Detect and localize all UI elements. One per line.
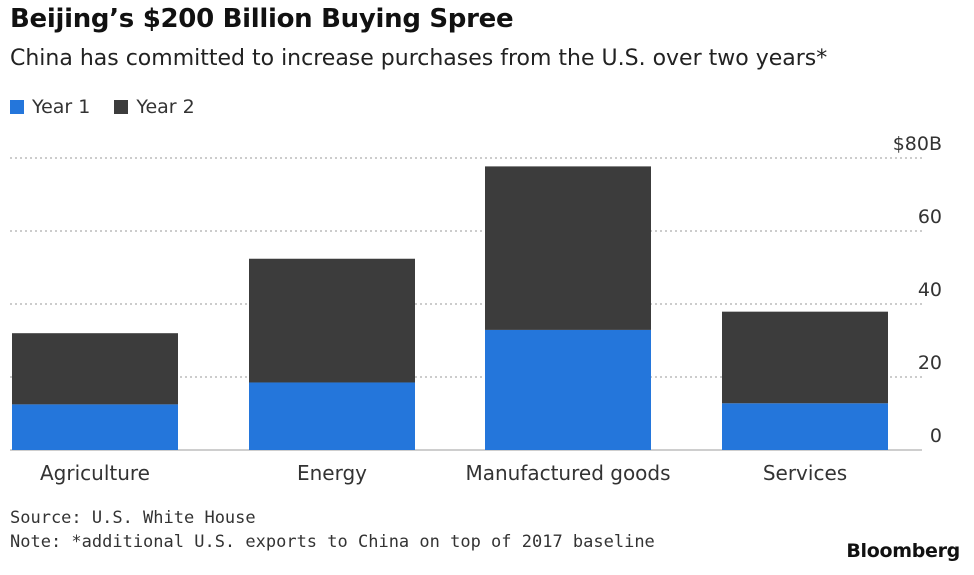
x-category-label-manufactured-goods: Manufactured goods — [465, 461, 670, 485]
y-tick-label-20: 20 — [918, 352, 942, 374]
bar-manufactured-goods-year-1 — [485, 329, 651, 450]
legend-item-year-1: Year 1 — [10, 96, 90, 118]
legend-item-year-2: Year 2 — [114, 96, 195, 118]
bloomberg-logo: Bloomberg — [846, 540, 960, 562]
x-category-label-energy: Energy — [297, 461, 367, 485]
bar-services-year-1 — [722, 403, 888, 450]
bar-manufactured-goods-year-2 — [485, 166, 651, 330]
y-tick-label-40: 40 — [918, 279, 942, 301]
footnote: Note: *additional U.S. exports to China … — [10, 532, 655, 552]
legend-swatch-year-1 — [10, 100, 24, 114]
y-tick-label-60: 60 — [918, 206, 942, 228]
bar-agriculture-year-2 — [12, 333, 178, 405]
stacked-bar-chart: 0 20 40 60 $80B Agriculture Energy Manufactured… — [10, 133, 942, 485]
bar-energy-year-2 — [249, 258, 415, 383]
y-tick-label-80: $80B — [893, 133, 942, 155]
legend-label-year-2: Year 2 — [136, 96, 195, 118]
bar-energy-year-1 — [249, 382, 415, 450]
source-note: Source: U.S. White House — [10, 508, 256, 528]
legend: Year 1 Year 2 — [10, 96, 195, 118]
chart-title: Beijing’s $200 Billion Buying Spree — [10, 4, 514, 34]
x-category-label-services: Services — [763, 461, 847, 485]
legend-label-year-1: Year 1 — [32, 96, 91, 118]
x-category-label-agriculture: Agriculture — [40, 461, 150, 485]
chart-subtitle: China has committed to increase purchase… — [10, 46, 828, 71]
y-tick-label-0: 0 — [930, 425, 942, 447]
bar-services-year-2 — [722, 311, 888, 404]
bar-agriculture-year-1 — [12, 404, 178, 450]
legend-swatch-year-2 — [114, 100, 129, 114]
